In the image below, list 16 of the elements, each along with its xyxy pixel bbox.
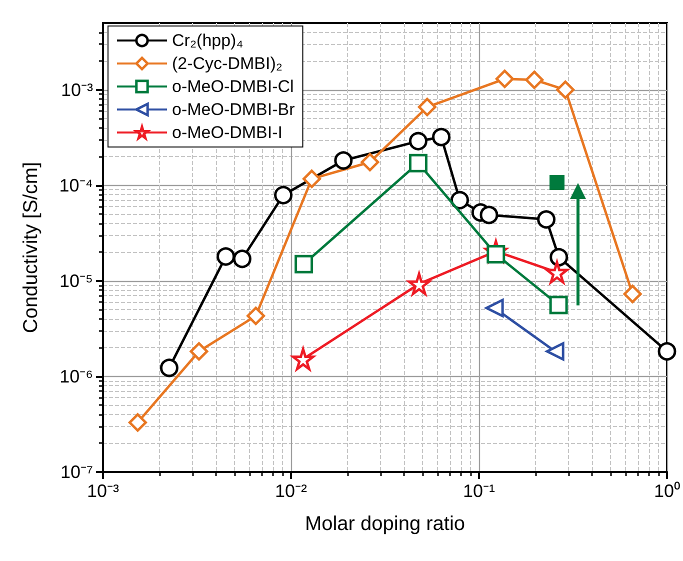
y-axis-title: Conductivity [S/cm] — [20, 162, 42, 334]
legend-label: (2-Cyc-DMBI)₂ — [172, 54, 282, 73]
x-tick-label: 10⁻² — [274, 481, 308, 501]
y-tick-label: 10⁻⁷ — [60, 462, 93, 482]
legend-label: o-MeO-DMBI-I — [172, 123, 282, 142]
legend-label: o-MeO-DMBI-Cl — [172, 77, 294, 96]
x-axis-title: Molar doping ratio — [304, 513, 466, 535]
y-tick-label: 10⁻⁴ — [59, 175, 93, 196]
legend-label: Cr₂(hpp)₄ — [172, 31, 244, 50]
y-tick-label: 10⁻³ — [60, 80, 94, 100]
y-tick-label: 10⁻⁶ — [60, 366, 93, 386]
y-tick-label: 10⁻⁵ — [60, 270, 93, 291]
x-tick-label: 10⁻¹ — [462, 481, 496, 501]
x-tick-label: 10⁻³ — [86, 481, 120, 501]
x-tick-label: 10⁰ — [654, 481, 680, 501]
legend-label: o-MeO-DMBI-Br — [172, 100, 296, 119]
